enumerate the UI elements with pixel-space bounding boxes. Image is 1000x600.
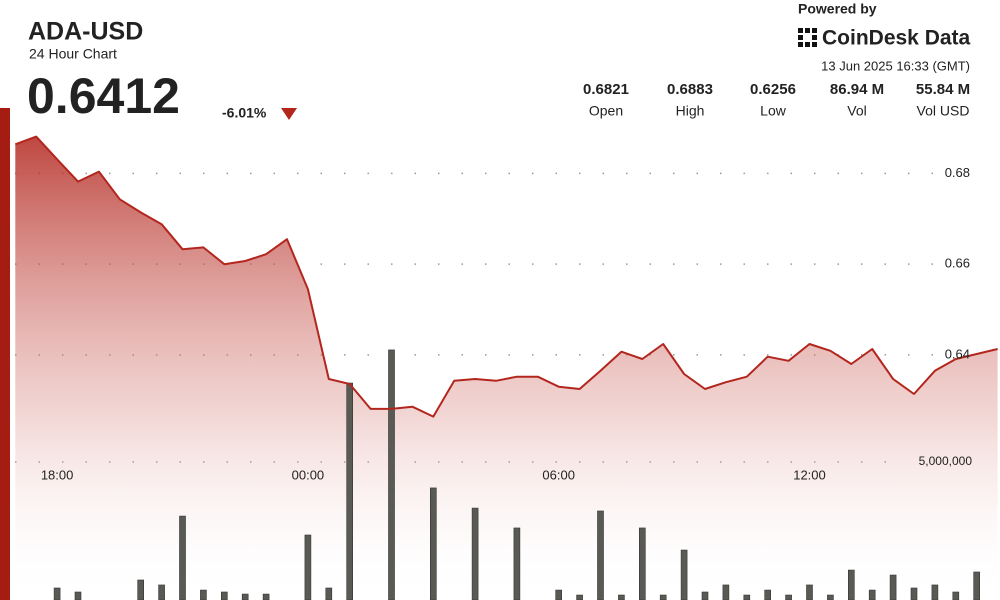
y-tick-label: 0.64 (945, 346, 970, 361)
volume-bar (618, 594, 625, 600)
volume-bar (910, 587, 918, 600)
volume-bar (597, 510, 604, 600)
volume-bar (221, 591, 228, 600)
volume-bar (346, 382, 354, 600)
volume-bar (158, 584, 165, 600)
x-tick-label: 00:00 (292, 467, 325, 482)
volume-bar (701, 591, 709, 600)
stat-value: 0.6883 (667, 81, 713, 98)
volume-bar (241, 593, 249, 600)
stat-label: Low (760, 103, 787, 119)
volume-bar (555, 589, 563, 600)
volume-bar (868, 589, 876, 600)
x-tick-label: 12:00 (793, 467, 826, 482)
x-tick-label: 06:00 (542, 467, 575, 482)
price: 0.6412 (27, 68, 180, 124)
volume-bar (262, 593, 270, 600)
title: ADA-USD (28, 18, 143, 46)
volume-bar (973, 571, 981, 600)
stat-value: 86.94 M (830, 81, 884, 98)
powered-by: Powered by (798, 1, 877, 17)
volume-bar (659, 594, 667, 600)
stat-label: Open (589, 103, 623, 119)
timestamp: 13 Jun 2025 16:33 (GMT) (821, 58, 970, 73)
stat-value: 0.6821 (583, 81, 629, 98)
brand: CoinDesk Data (822, 27, 971, 50)
volume-bar (952, 591, 960, 600)
down-arrow (281, 108, 297, 120)
volume-bar (179, 515, 186, 600)
volume-bar (388, 349, 395, 600)
price-line (14, 135, 998, 418)
accent-bar (0, 108, 10, 600)
stat-value: 0.6256 (750, 81, 796, 98)
volume-bar (325, 587, 333, 600)
volume-bar (513, 527, 521, 600)
volume-bar (638, 527, 646, 600)
change: -6.01% (222, 105, 267, 121)
volume-bar (722, 584, 730, 600)
y2-tick-label: 5,000,000 (919, 454, 973, 468)
volume-bar (847, 569, 855, 600)
stat-value: 55.84 M (916, 81, 970, 98)
y-tick-label: 0.66 (945, 256, 970, 271)
volume-bar (889, 574, 897, 600)
volume-bar (680, 549, 688, 600)
volume-bar (304, 534, 312, 600)
volume-bar (53, 587, 61, 600)
volume-bar (429, 487, 437, 600)
price-area (15, 136, 998, 600)
volume-bar (931, 584, 939, 600)
volume-bar (74, 591, 82, 600)
volume-bar (576, 594, 583, 600)
volume-bar (200, 589, 207, 600)
volume-bar (764, 589, 772, 600)
y-tick-label: 0.68 (945, 165, 970, 180)
subtitle: 24 Hour Chart (29, 46, 117, 62)
volume-bar (827, 594, 834, 600)
stat-label: High (676, 103, 705, 119)
volume-bar (806, 584, 813, 600)
volume-bar (743, 594, 751, 600)
brand-icon (798, 28, 817, 47)
x-tick-label: 18:00 (41, 467, 74, 482)
volume-bar (785, 594, 792, 600)
stat-label: Vol (847, 103, 866, 119)
volume-bar (137, 579, 144, 600)
volume-bar (471, 507, 479, 600)
stat-label: Vol USD (917, 103, 970, 119)
